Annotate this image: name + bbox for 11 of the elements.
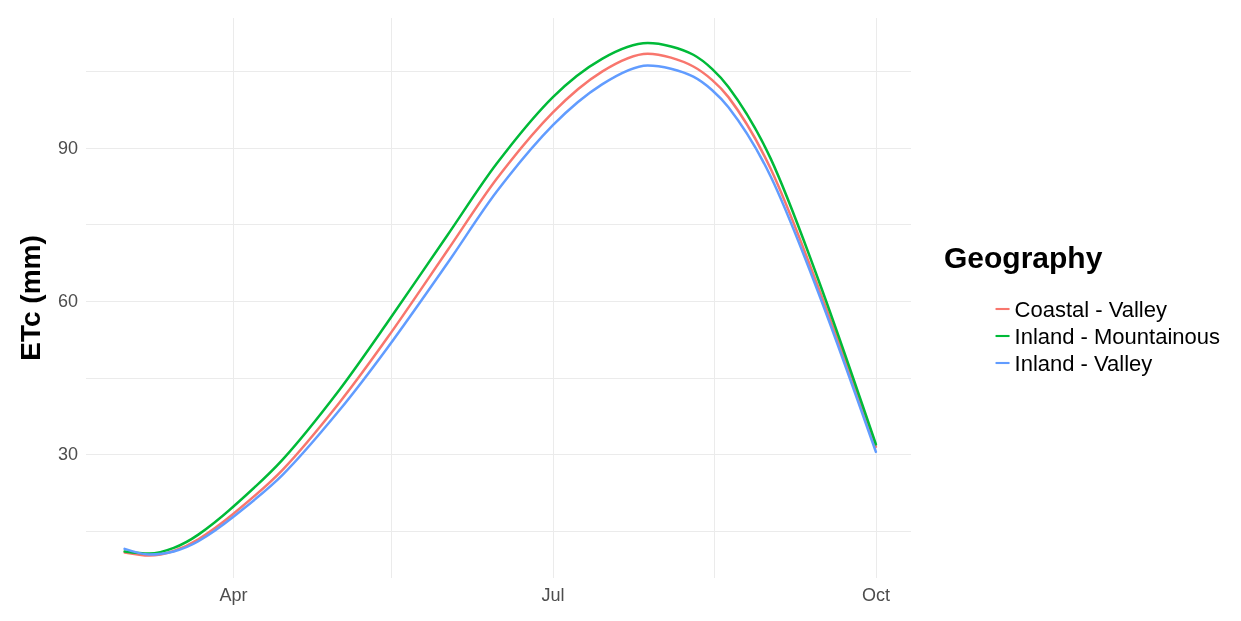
x-tick-label: Jul (541, 585, 565, 605)
y-tick-label: 90 (57, 138, 78, 159)
legend-title: Geography (944, 240, 1103, 274)
y-tick-label: 30 (57, 444, 78, 465)
legend-label: Inland - Mountainous (1014, 323, 1220, 349)
legend-label: Coastal - Valley (1014, 296, 1167, 322)
y-axis-title: ETc (mm) (14, 235, 46, 361)
legend-label: Inland - Valley (1014, 350, 1153, 376)
y-tick-label: 60 (57, 291, 78, 312)
x-tick-label: Oct (861, 585, 890, 605)
x-tick-label: Apr (219, 585, 248, 605)
